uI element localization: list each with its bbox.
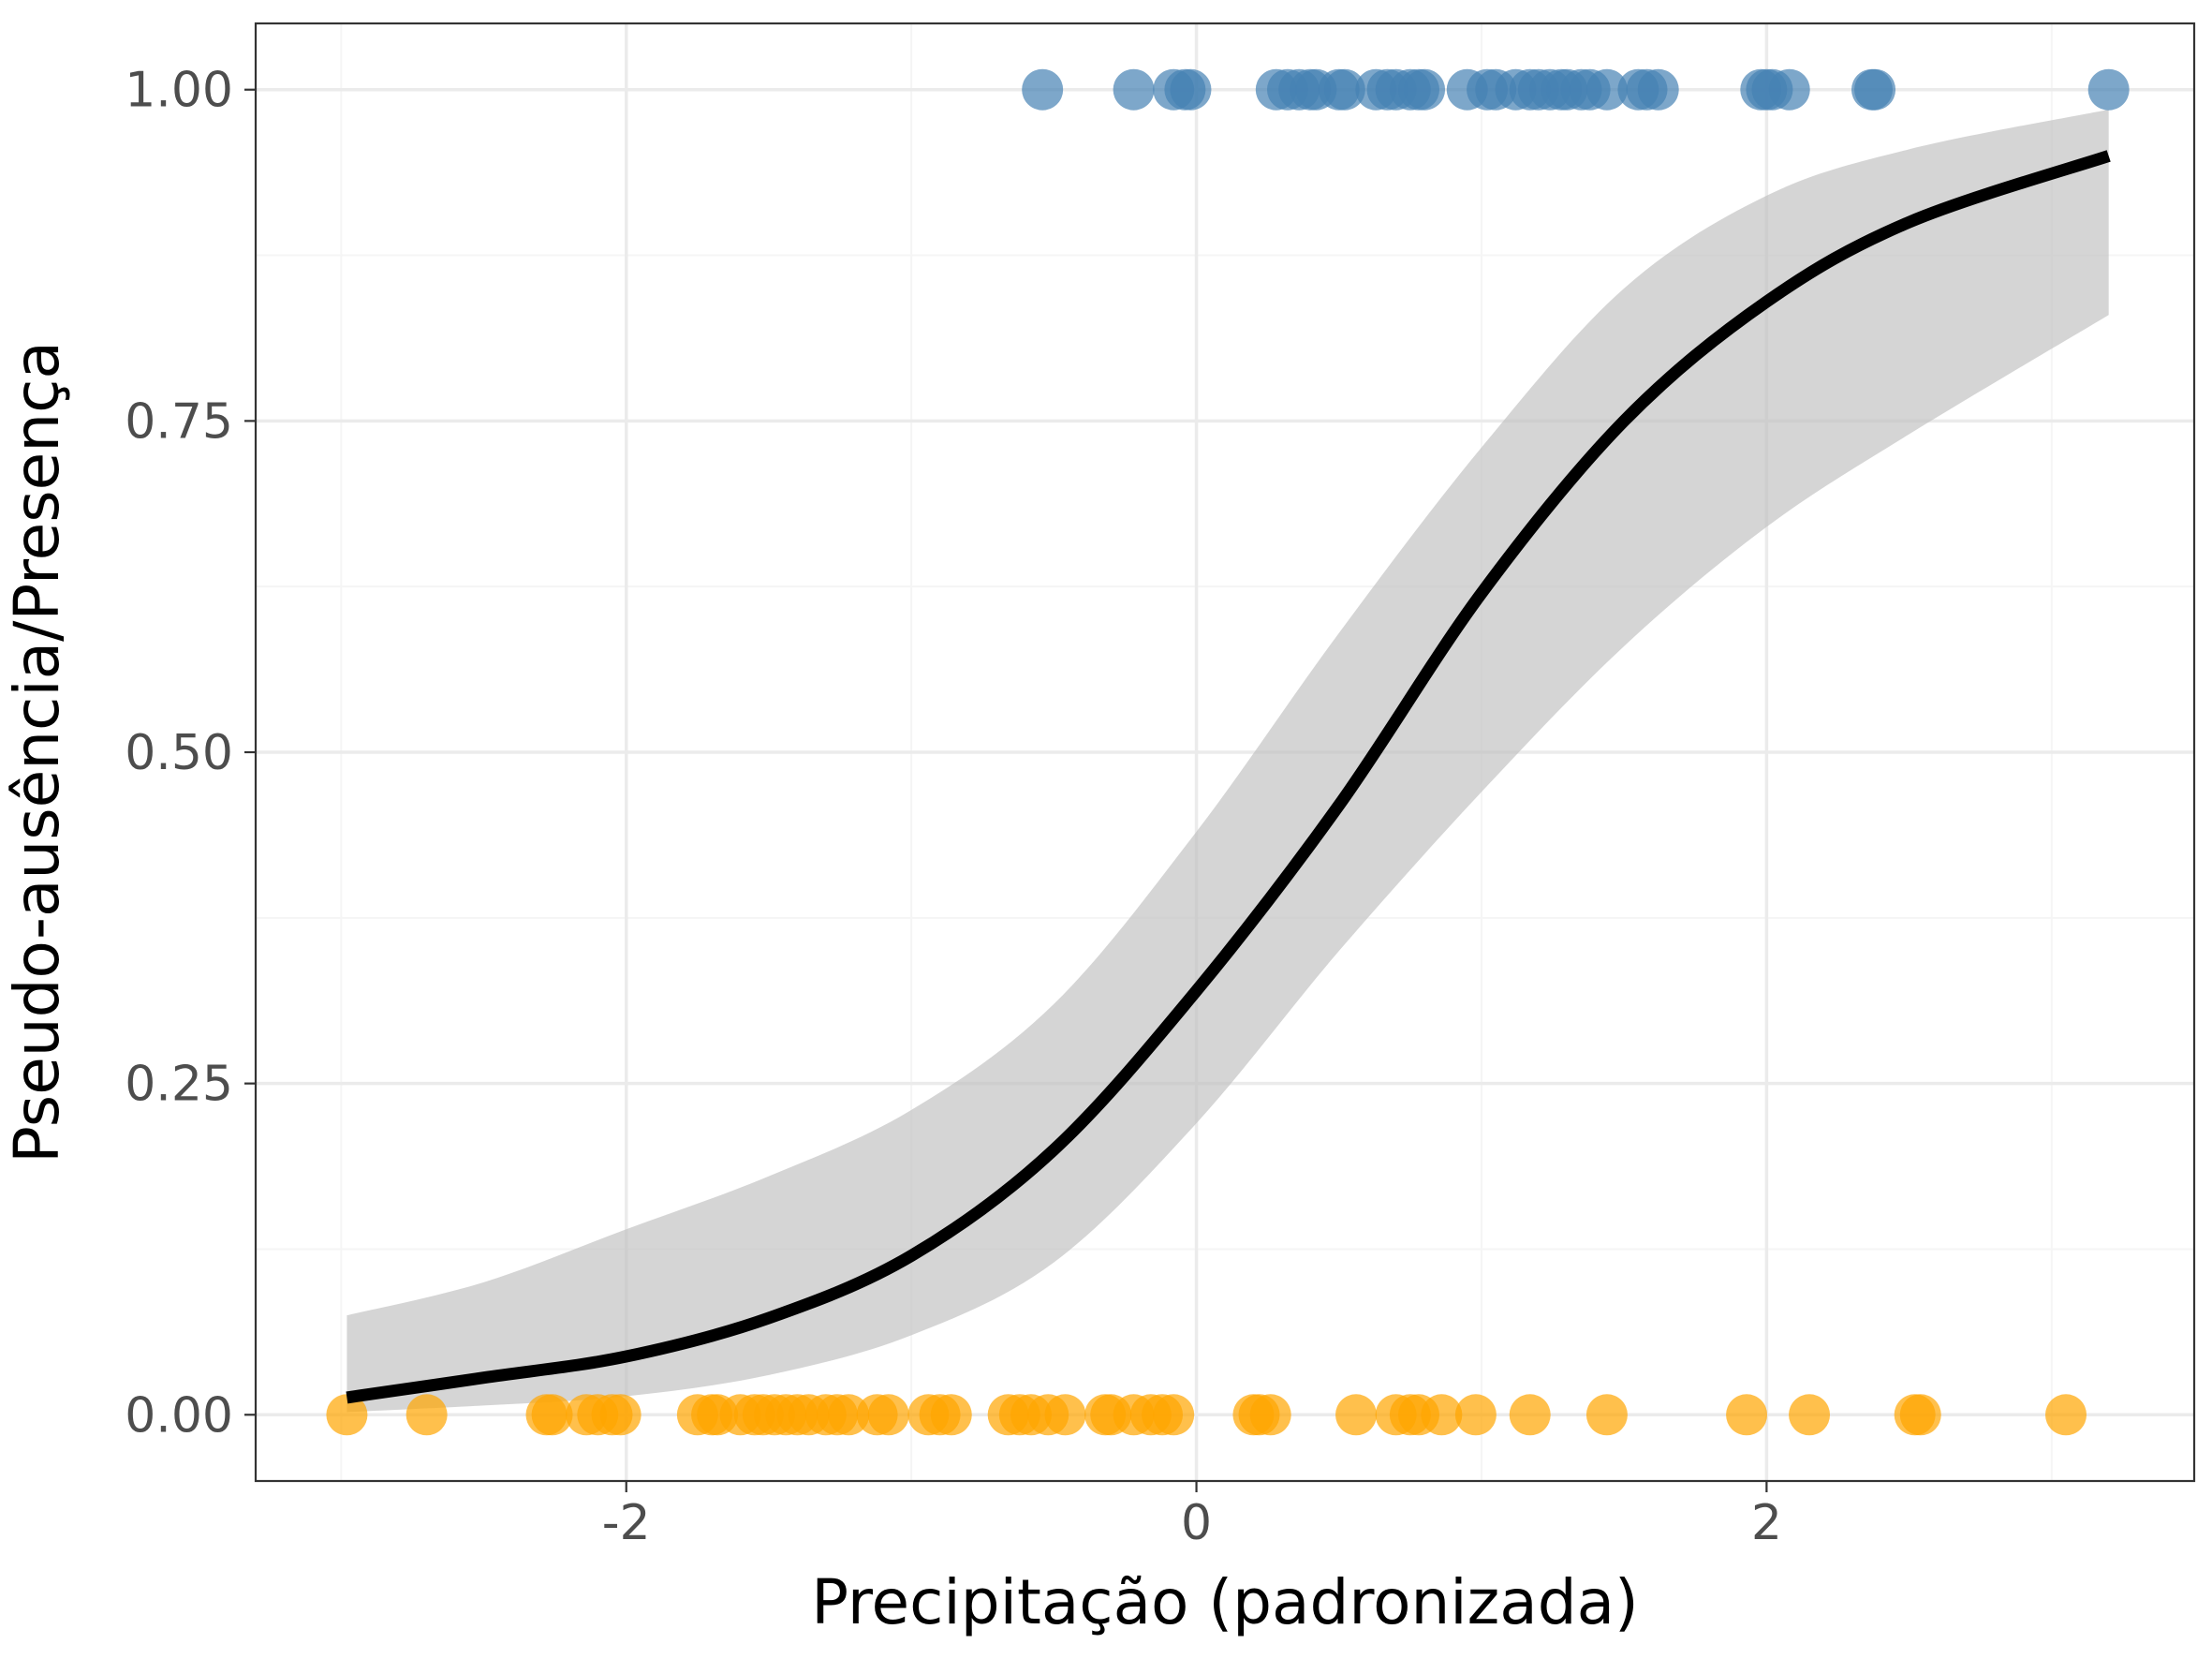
- confidence-band-area: [347, 109, 2109, 1413]
- presence-point: [1022, 68, 1064, 111]
- presence-point: [1113, 68, 1155, 111]
- absence-point: [1421, 1394, 1463, 1436]
- y-tick-label: 0.00: [125, 1387, 233, 1444]
- x-tick-label: -2: [602, 1495, 651, 1551]
- absence-point: [1726, 1394, 1768, 1436]
- y-tick-label: 0.75: [125, 393, 233, 450]
- absence-point: [326, 1394, 368, 1436]
- confidence-band: [347, 109, 2109, 1413]
- absence-point: [531, 1394, 573, 1436]
- absence-point: [1335, 1394, 1378, 1436]
- grid-major: [256, 23, 2194, 1481]
- presence-point: [1170, 68, 1212, 111]
- y-axis-title: Pseudo-ausência/Presença: [1, 341, 73, 1163]
- absence-point: [930, 1394, 972, 1436]
- absence-point: [1789, 1394, 1831, 1436]
- x-tick-label: 0: [1181, 1495, 1212, 1551]
- presence-point: [2087, 68, 2130, 111]
- absence-point: [1153, 1394, 1195, 1436]
- absence-point: [1454, 1394, 1497, 1436]
- y-tick-label: 1.00: [125, 63, 233, 119]
- points-layer: [326, 68, 2130, 1436]
- presence-point: [1768, 68, 1810, 111]
- absence-point: [1585, 1394, 1628, 1436]
- presence-point: [1637, 68, 1679, 111]
- absence-point: [867, 1394, 909, 1436]
- absence-point: [828, 1394, 870, 1436]
- x-axis-ticks: -2 0 2: [602, 1481, 1782, 1551]
- x-tick-label: 2: [1751, 1495, 1782, 1551]
- absence-point: [1044, 1394, 1086, 1436]
- absence-point: [1899, 1394, 1941, 1436]
- y-axis-ticks: 0.00 0.25 0.50 0.75 1.00: [125, 63, 256, 1444]
- presence-point: [1404, 68, 1446, 111]
- presence-point: [1585, 68, 1628, 111]
- absence-point: [2045, 1394, 2087, 1436]
- y-tick-label: 0.25: [125, 1057, 233, 1113]
- fitted-curve: [346, 150, 2111, 1404]
- x-axis-title: Precipitação (padronizada): [811, 1566, 1639, 1638]
- presence-point: [1854, 68, 1896, 111]
- absence-point: [406, 1394, 448, 1436]
- presence-point: [1323, 68, 1365, 111]
- absence-point: [1249, 1394, 1291, 1436]
- absence-point: [599, 1394, 641, 1436]
- absence-point: [1509, 1394, 1551, 1436]
- y-tick-label: 0.50: [125, 725, 233, 781]
- fitted-curve-layer: [346, 150, 2111, 1404]
